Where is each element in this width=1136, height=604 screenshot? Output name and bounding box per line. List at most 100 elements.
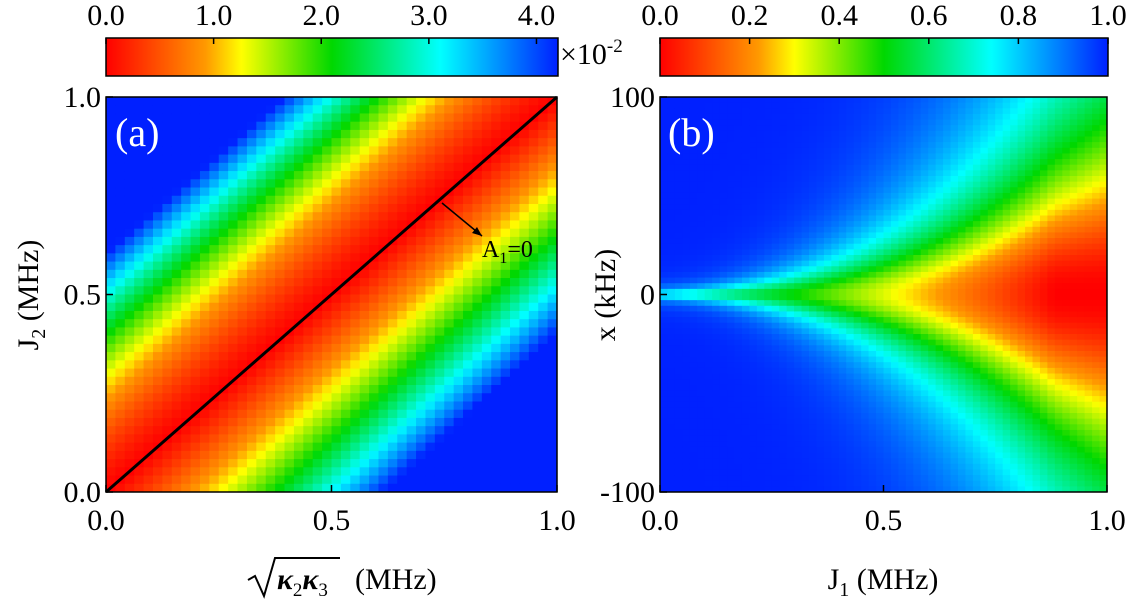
heatmap-a-cell [181, 409, 192, 419]
heatmap-b-cell [823, 339, 832, 346]
heatmap-a-cell [331, 203, 342, 213]
heatmap-b-cell [883, 271, 892, 279]
heatmap-b-cell [823, 480, 832, 487]
heatmap-b-cell [764, 458, 773, 465]
heatmap-a-cell [228, 236, 239, 246]
heatmap-b-cell [838, 429, 847, 437]
heatmap-b-cell [689, 435, 698, 442]
heatmap-b-cell [779, 322, 788, 329]
heatmap-a-cell [481, 385, 492, 394]
heatmap-a-cell [510, 376, 521, 386]
heatmap-b-cell [905, 176, 914, 183]
heatmap-b-cell [712, 418, 721, 425]
heatmap-b-cell [846, 277, 855, 284]
colorbar-a-scale: ×10-2 [560, 36, 623, 71]
heatmap-b-cell [771, 198, 780, 205]
heatmap-b-cell [794, 480, 803, 487]
heatmap-b-cell [935, 192, 944, 200]
heatmap-a-cell [124, 434, 135, 444]
heatmap-b-cell [719, 475, 728, 482]
heatmap-b-cell [734, 260, 743, 267]
heatmap-a-cell [453, 376, 464, 386]
heatmap-b-cell [898, 159, 907, 166]
heatmap-a-cell [293, 442, 304, 452]
heatmap-b-cell [920, 108, 929, 115]
heatmap-b-cell [913, 226, 922, 234]
heatmap-a-cell [434, 113, 445, 123]
heatmap-b-cell [719, 311, 728, 318]
heatmap-a-cell [246, 434, 257, 444]
heatmap-a-cell [359, 245, 370, 254]
heatmap-b-cell [764, 159, 773, 166]
heatmap-a-cell [162, 138, 173, 147]
heatmap-a-cell [331, 171, 342, 180]
heatmap-b-cell [868, 164, 877, 171]
heatmap-b-cell [905, 356, 914, 363]
heatmap-a-cell [491, 269, 502, 279]
heatmap-b-cell [779, 192, 788, 200]
heatmap-a-cell [510, 228, 521, 238]
heatmap-b-cell [853, 486, 862, 492]
heatmap-a-cell [322, 409, 333, 419]
heatmap-b-cell [697, 452, 706, 459]
heatmap-b-cell [920, 367, 929, 375]
colorbar-tick-label: 0.0 [87, 0, 125, 32]
heatmap-a-cell [340, 294, 351, 304]
heatmap-a-cell [115, 212, 126, 222]
heatmap-b-cell [831, 429, 840, 437]
heatmap-b-cell [853, 130, 862, 138]
heatmap-a-cell [359, 171, 370, 180]
heatmap-a-cell [218, 294, 229, 304]
heatmap-a-cell [500, 97, 511, 106]
heatmap-a-cell [369, 385, 380, 394]
heatmap-a-cell [425, 212, 436, 222]
heatmap-b-cell [823, 181, 832, 188]
heatmap-b-cell [928, 176, 937, 183]
heatmap-b-cell [846, 350, 855, 358]
heatmap-a-cell [218, 459, 229, 468]
heatmap-a-cell [265, 228, 276, 238]
heatmap-b-cell [712, 475, 721, 482]
heatmap-a-cell [472, 426, 483, 435]
heatmap-b-cell [883, 441, 892, 448]
heatmap-b-cell [764, 300, 773, 307]
heatmap-a-cell [491, 138, 502, 147]
heatmap-a-cell [190, 442, 201, 452]
heatmap-b-cell [809, 384, 818, 392]
heatmap-b-cell [876, 463, 885, 471]
heatmap-b-cell [674, 294, 683, 301]
heatmap-b-cell [853, 97, 862, 104]
heatmap-a-cell [481, 459, 492, 468]
heatmap-a-cell [218, 327, 229, 337]
heatmap-b-cell [838, 97, 847, 104]
heatmap-b-cell [704, 300, 713, 307]
heatmap-a-cell [246, 220, 257, 230]
heatmap-b-cell [771, 125, 780, 132]
heatmap-a-cell [378, 228, 389, 238]
heatmap-b-cell [816, 367, 825, 375]
heatmap-b-cell [741, 317, 750, 324]
heatmap-b-cell [674, 458, 683, 465]
heatmap-a-cell [171, 302, 182, 312]
heatmap-a-cell [397, 376, 408, 386]
heatmap-a-cell [256, 475, 267, 485]
heatmap-b-cell [831, 147, 840, 155]
heatmap-b-cell [786, 266, 795, 273]
heatmap-b-cell [674, 215, 683, 222]
heatmap-a-cell [171, 228, 182, 238]
heatmap-b-cell [801, 334, 810, 341]
heatmap-b-cell [727, 130, 736, 138]
heatmap-a-cell [124, 113, 135, 123]
heatmap-b-cell [920, 198, 929, 205]
heatmap-a-cell [143, 195, 154, 205]
heatmap-b-cell [779, 136, 788, 143]
heatmap-b-cell [898, 294, 907, 301]
heatmap-b-cell [667, 215, 676, 222]
heatmap-b-cell [935, 215, 944, 222]
heatmap-b-cell [809, 271, 818, 279]
heatmap-a-cell [162, 483, 173, 492]
heatmap-b-cell [809, 413, 818, 420]
heatmap-a-cell [481, 393, 492, 403]
heatmap-a-cell [453, 261, 464, 271]
heatmap-a-cell [143, 228, 154, 238]
